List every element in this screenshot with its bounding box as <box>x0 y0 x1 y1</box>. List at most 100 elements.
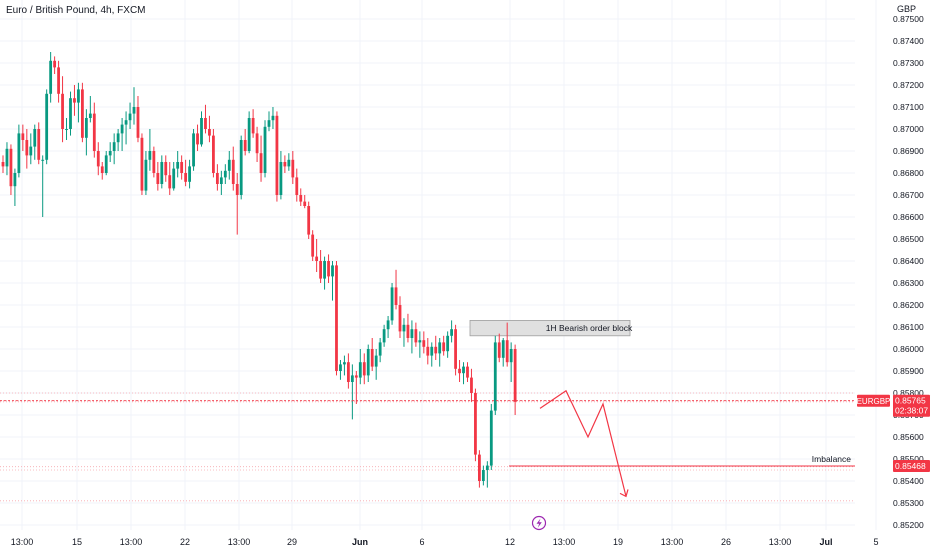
candle-body <box>57 67 60 94</box>
candle-body <box>466 366 469 378</box>
order-block-label: 1H Bearish order block <box>546 323 633 333</box>
projection-line <box>539 389 627 497</box>
x-tick-label: 13:00 <box>228 537 251 547</box>
candle-body <box>370 349 374 367</box>
candle-body <box>394 287 398 305</box>
candle-body <box>505 340 509 363</box>
candle-body <box>307 206 311 235</box>
symbol-tag <box>857 394 890 407</box>
candle-body <box>53 60 57 68</box>
candle-body <box>132 107 136 114</box>
candle-body <box>362 362 366 376</box>
candle-body <box>442 342 446 352</box>
x-tick-label: 13:00 <box>11 537 34 547</box>
candle-body <box>215 173 219 184</box>
candle-body <box>323 261 326 279</box>
candle-body <box>77 89 80 103</box>
candle-body <box>339 364 342 371</box>
y-tick-label: 0.86000 <box>893 344 924 354</box>
imbalance-price-text: 0.85468 <box>895 461 926 471</box>
candle-body <box>434 346 438 354</box>
candle-body <box>9 148 13 187</box>
candle-body <box>73 98 76 103</box>
candle-body <box>478 454 481 481</box>
y-tick-label: 0.87000 <box>893 124 924 134</box>
x-tick-label: 15 <box>72 537 82 547</box>
candle-body <box>188 166 191 182</box>
grid <box>0 0 877 530</box>
candle-body <box>116 133 120 143</box>
current-price-tag <box>893 394 930 417</box>
y-tick-label: 0.85300 <box>893 498 924 508</box>
candle-body <box>235 184 239 195</box>
candle-body <box>474 393 477 455</box>
x-tick-label: Jul <box>819 537 832 547</box>
x-tick-label: 22 <box>180 537 190 547</box>
lightning-icon[interactable] <box>531 515 547 531</box>
candle-body <box>382 329 386 343</box>
x-tick-label: 29 <box>287 537 297 547</box>
candle-body <box>267 120 271 127</box>
candle-body <box>192 133 195 167</box>
candle-body <box>204 118 207 129</box>
candle-body <box>29 146 33 156</box>
reference-lines: Imbalance <box>0 392 855 502</box>
y-tick-label: 0.85800 <box>893 388 924 398</box>
candle-body <box>200 118 203 145</box>
candle-body <box>13 173 17 187</box>
countdown-text: 02:38:07 <box>895 406 928 416</box>
candle-body <box>223 170 227 178</box>
candle-body <box>239 140 243 195</box>
candle-body <box>92 113 96 151</box>
candle-body <box>350 375 354 382</box>
candle-body <box>295 177 299 195</box>
candle-body <box>438 342 442 354</box>
candle-body <box>299 195 303 202</box>
candle-body <box>164 162 168 176</box>
candle-body <box>414 329 418 343</box>
candle-body <box>184 173 188 182</box>
candle-body <box>275 115 279 195</box>
candle-body <box>17 133 21 173</box>
candle-body <box>49 60 53 94</box>
candle-body <box>1 162 5 167</box>
candle-body <box>108 151 112 156</box>
candle-body <box>283 162 287 167</box>
y-tick-label: 0.86700 <box>893 190 924 200</box>
candle-body <box>21 133 25 140</box>
candle-body <box>140 137 144 191</box>
candle-body <box>446 335 450 352</box>
candle-body <box>227 159 231 171</box>
candle-body <box>378 342 382 356</box>
candle-body <box>398 305 402 332</box>
candle-body <box>406 324 410 338</box>
candle-body <box>450 329 454 336</box>
candle-body <box>172 168 176 189</box>
candle-body <box>426 346 430 356</box>
y-tick-label: 0.85400 <box>893 476 924 486</box>
y-tick-label: 0.86900 <box>893 146 924 156</box>
candle-body <box>69 98 72 129</box>
candle-body <box>489 410 493 466</box>
candle-body <box>144 159 148 191</box>
candle-body <box>481 470 485 481</box>
y-tick-label: 0.85500 <box>893 454 924 464</box>
candle-body <box>255 133 259 154</box>
imbalance-price-tag <box>893 460 930 473</box>
price-axis[interactable]: 0.85200 0.85300 0.85400 0.85500 0.85600 0.857… <box>893 14 924 530</box>
order-block[interactable]: 1H Bearish order block <box>469 319 633 337</box>
y-tick-label: 0.87400 <box>893 36 924 46</box>
candle-body <box>263 126 267 173</box>
projection-arrowhead <box>619 489 629 498</box>
candle-body <box>100 166 104 173</box>
time-axis[interactable]: 13:00 15 13:00 22 13:00 29 Jun 6 12 13:00 19 13:00 2… <box>11 537 879 547</box>
candle-body <box>390 287 394 321</box>
currency-label: GBP <box>897 4 917 14</box>
candle-body <box>148 151 152 160</box>
candle-body <box>343 362 346 365</box>
candle-body <box>501 340 505 358</box>
candle-body <box>247 118 251 151</box>
